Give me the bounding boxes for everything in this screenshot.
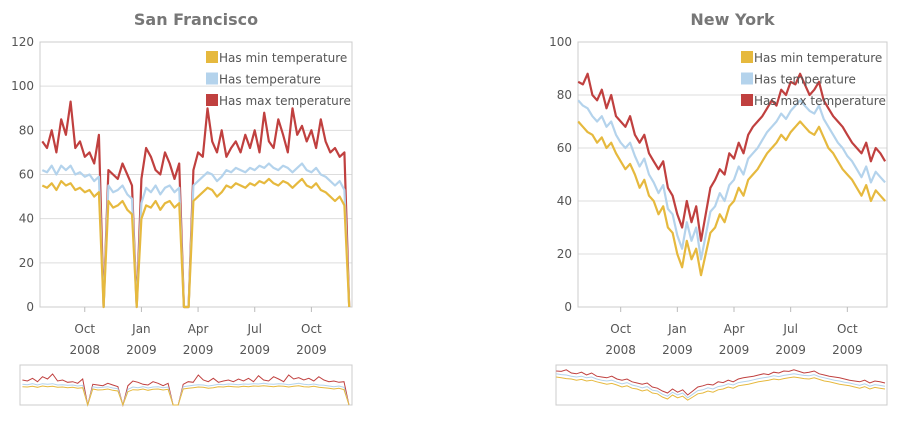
legend-swatch: [206, 72, 218, 85]
series-line: [41, 162, 351, 309]
legend-label: Has min temperature: [754, 51, 882, 65]
x-tick-label: Oct 2009: [296, 322, 327, 357]
y-tick-label: 40: [557, 194, 572, 208]
plot-frame: [577, 41, 888, 308]
legend-swatch: [206, 94, 218, 106]
navigator-line: [22, 373, 350, 407]
x-tick-label: Oct 2009: [832, 322, 863, 357]
legend-label: Has temperature: [219, 73, 321, 87]
navigator-line: [556, 373, 886, 399]
chart-title: San Francisco: [134, 10, 258, 29]
x-tick-label: Apr 2009: [183, 322, 214, 357]
legend-swatch: [741, 51, 753, 63]
navigator-line: [556, 376, 886, 401]
legend-swatch: [206, 51, 218, 63]
y-tick-label: 0: [564, 300, 572, 314]
chart-panel: New York 0 20 40 60 80 100 Oct 2008 Jan 2009 Apr 200…: [549, 10, 888, 406]
y-tick-label: 120: [11, 35, 34, 49]
navigator-line: [556, 369, 886, 396]
y-tick-label: 0: [26, 300, 34, 314]
navigator-frame: [555, 364, 888, 406]
legend-label: Has min temperature: [219, 51, 347, 65]
x-tick-label: Jul 2009: [239, 322, 270, 357]
y-tick-label: 20: [557, 247, 572, 261]
series-line: [577, 99, 886, 261]
x-tick-label: Jul 2009: [775, 322, 806, 357]
legend-label: Has temperature: [754, 73, 856, 87]
chart-panel: San Francisco 0 20 40 60 80 100 120 Oct 2008 Jan 20…: [11, 10, 353, 407]
y-tick-label: 80: [19, 123, 34, 137]
series-line: [41, 100, 351, 309]
legend-swatch: [741, 72, 753, 85]
legend-label: Has max temperature: [219, 94, 351, 108]
y-tick-label: 20: [19, 256, 34, 270]
x-tick-label: Oct 2008: [69, 322, 100, 357]
plot-frame: [39, 41, 353, 308]
x-tick-label: Apr 2009: [719, 322, 750, 357]
y-tick-label: 40: [19, 212, 34, 226]
chart-title: New York: [690, 10, 775, 29]
navigator-line: [22, 382, 350, 407]
legend-swatch: [741, 94, 753, 106]
series-line: [577, 120, 886, 277]
y-tick-label: 100: [549, 35, 572, 49]
legend-label: Has max temperature: [754, 94, 886, 108]
x-tick-label: Oct 2008: [605, 322, 636, 357]
y-tick-label: 100: [11, 79, 34, 93]
y-tick-label: 80: [557, 88, 572, 102]
navigator-line: [22, 385, 350, 407]
y-tick-label: 60: [19, 168, 34, 182]
y-tick-label: 60: [557, 141, 572, 155]
navigator-frame: [19, 364, 353, 406]
x-tick-label: Jan 2009: [662, 322, 693, 357]
series-line: [41, 177, 351, 309]
series-line: [577, 72, 887, 242]
x-tick-label: Jan 2009: [126, 322, 157, 357]
